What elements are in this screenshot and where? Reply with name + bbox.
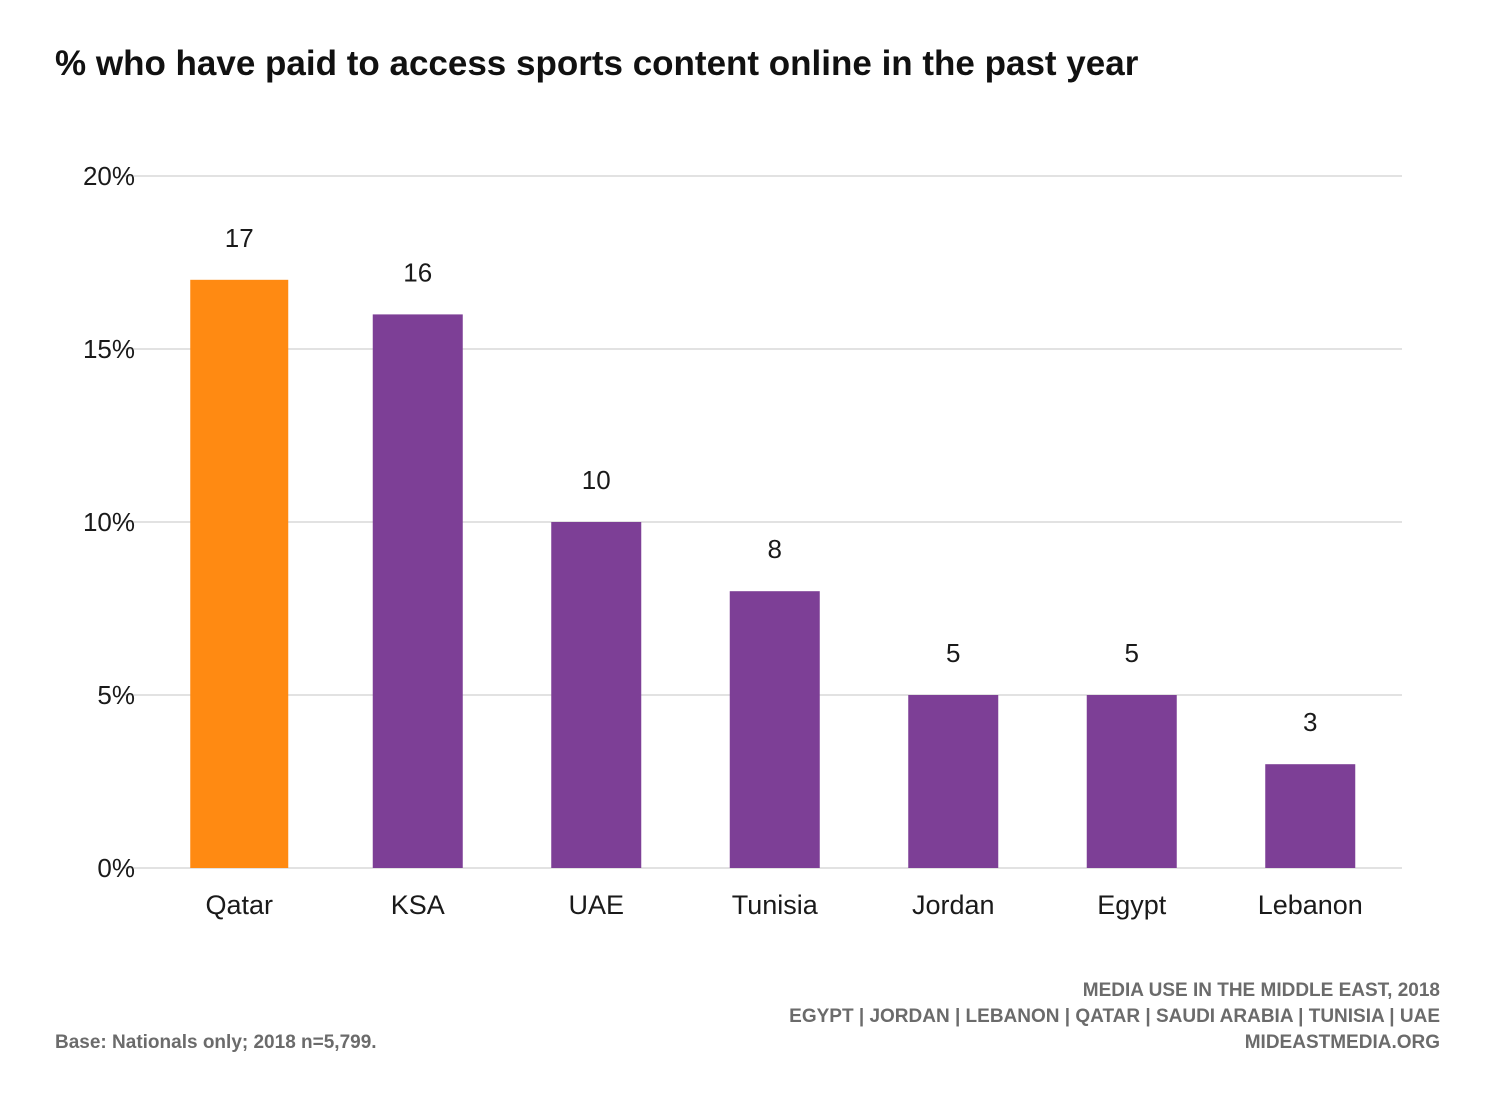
- y-tick-label: 5%: [97, 680, 135, 710]
- data-label-uae: 10: [582, 465, 611, 495]
- bar-uae: [551, 522, 642, 868]
- x-label-qatar: Qatar: [205, 890, 273, 920]
- y-tick-label: 20%: [83, 161, 135, 191]
- x-label-tunisia: Tunisia: [732, 890, 819, 920]
- data-label-ksa: 16: [403, 257, 432, 287]
- chart-title: % who have paid to access sports content…: [55, 44, 1139, 83]
- data-label-egypt: 5: [1125, 638, 1139, 668]
- x-axis-labels: Qatar KSA UAE Tunisia Jordan Egypt Lebanon: [205, 890, 1362, 920]
- data-label-jordan: 5: [946, 638, 960, 668]
- y-tick-label: 10%: [83, 507, 135, 537]
- y-axis-ticks: 0% 5% 10% 15% 20%: [83, 161, 135, 883]
- x-label-jordan: Jordan: [912, 890, 995, 920]
- data-label-tunisia: 8: [768, 534, 782, 564]
- base-note: Base: Nationals only; 2018 n=5,799.: [55, 1032, 377, 1053]
- y-tick-label: 15%: [83, 334, 135, 364]
- bar-lebanon: [1265, 764, 1356, 868]
- bar-qatar: [190, 279, 289, 868]
- bar-ksa: [372, 314, 463, 868]
- bars: [190, 279, 1356, 868]
- bar-egypt: [1086, 695, 1177, 868]
- website-link[interactable]: MIDEASTMEDIA.ORG: [1244, 1032, 1440, 1053]
- bar-jordan: [908, 695, 999, 868]
- data-labels: 17 16 10 8 5 5 3: [225, 223, 1318, 737]
- data-label-qatar: 17: [225, 223, 254, 253]
- x-label-uae: UAE: [568, 890, 624, 920]
- x-label-egypt: Egypt: [1097, 890, 1167, 920]
- x-label-ksa: KSA: [391, 890, 445, 920]
- survey-title: MEDIA USE IN THE MIDDLE EAST, 2018: [1082, 980, 1440, 1001]
- bar-tunisia: [729, 591, 820, 868]
- survey-countries: EGYPT | JORDAN | LEBANON | QATAR | SAUDI…: [789, 1006, 1440, 1027]
- x-label-lebanon: Lebanon: [1258, 890, 1363, 920]
- data-label-lebanon: 3: [1303, 707, 1317, 737]
- y-tick-label: 0%: [97, 853, 135, 883]
